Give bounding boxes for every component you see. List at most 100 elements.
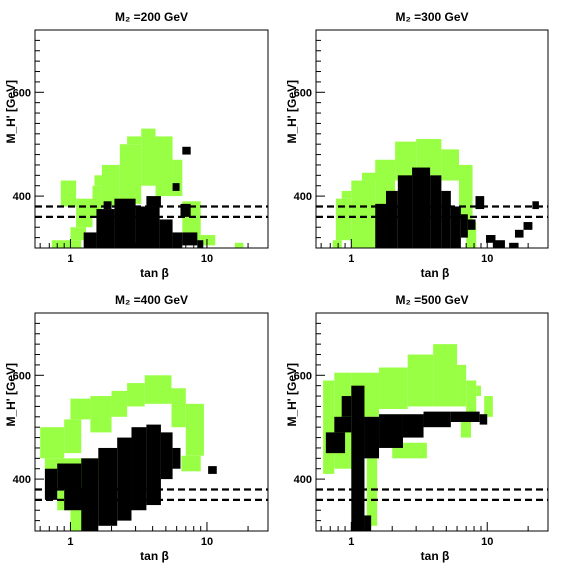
excluded-region-cell [450,206,461,248]
allowed-region-cell [466,380,477,417]
excluded-region-cell [351,385,365,531]
x-tick-label: 1 [348,253,354,265]
allowed-region-cell [335,198,352,241]
allowed-region-cell [51,240,82,248]
x-axis-label: tan β [140,549,169,563]
y-tick-label: 600 [13,87,31,99]
y-tick-label: 600 [294,87,312,99]
panel-title: M₂ =200 GeV [115,10,188,24]
excluded-region-cell [117,437,132,521]
x-tick-label: 10 [201,253,213,265]
x-tick-label: 10 [481,536,493,548]
allowed-region-cell [141,128,156,186]
plot-area [323,344,493,531]
x-tick-label: 10 [481,253,493,265]
allowed-region-cell [70,227,86,241]
excluded-region-cell [180,203,191,217]
excluded-region-cell [423,411,451,428]
allowed-region-cell [92,185,102,217]
excluded-region-cell [182,232,198,246]
allowed-region-cell [476,385,481,397]
excluded-region-cell [479,414,488,425]
excluded-region-cell [523,222,533,230]
y-tick-label: 400 [294,191,312,203]
allowed-region-cell [484,396,493,417]
excluded-region-cell [96,209,115,248]
excluded-region-cell [83,232,97,248]
excluded-region-cell [430,175,442,248]
excluded-region-cell [375,203,386,248]
allowed-region-cell [60,180,77,207]
allowed-region-cell [433,344,458,407]
x-axis-label: tan β [421,549,450,563]
excluded-region-cell [385,190,398,248]
plot-area [51,128,244,248]
excluded-region-cell [160,432,173,480]
allowed-region-cell [181,455,201,472]
allowed-region-cell [234,242,244,248]
excluded-region-cell [98,447,118,526]
allowed-region-cell [351,180,376,248]
allowed-region-cell [366,458,378,526]
excluded-region-cell [486,235,496,243]
y-tick-label: 600 [294,370,312,382]
excluded-region-cell [492,240,505,248]
excluded-region-cell [397,175,413,248]
plot-frame [34,29,269,249]
plot-area [332,139,539,248]
excluded-region-cell [402,414,424,438]
allowed-region-cell [70,398,91,420]
panel-2: 400 600 1 10 M₂ =300 GeV tan β M_H' [GeV] [285,10,549,280]
excluded-region-cell [146,196,161,207]
panel-title: M₂ =500 GeV [395,293,468,307]
excluded-region-cell [103,201,112,210]
x-axis-label: tan β [140,266,169,280]
y-axis-label: M_H' [GeV] [285,80,299,144]
allowed-region-cell [362,172,380,181]
panel-4: 400 600 1 10 M₂ =500 GeV tan β M_H' [GeV] [285,293,549,563]
allowed-region-cell [460,416,472,438]
allowed-region-cell [395,141,417,181]
excluded-region-cell [172,183,180,191]
excluded-region-cell [450,411,480,422]
allowed-region-cell [76,198,93,228]
excluded-region-cell [57,463,82,490]
panel-1: 400 600 1 10 M₂ =200 GeV tan β M_H' [GeV] [4,10,269,280]
excluded-region-cell [81,458,99,531]
allowed-region-cell [127,383,145,407]
excluded-region-cell [208,466,217,474]
allowed-region-cell [441,149,459,181]
plot-frame [315,312,549,532]
allowed-region-cell [144,375,172,404]
allowed-region-cell [185,403,204,456]
y-axis-label: M_H' [GeV] [4,80,18,144]
excluded-region-cell [159,219,173,248]
allowed-region-cell [111,390,128,417]
x-tick-label: 1 [67,536,73,548]
x-tick-label: 10 [201,536,213,548]
allowed-region-cell [90,396,112,433]
allowed-region-cell [101,164,120,207]
allowed-region-cell [466,222,477,248]
excluded-region-cell [412,167,431,248]
excluded-region-cell [379,414,403,448]
allowed-region-cell [200,235,216,246]
allowed-region-cell [323,380,335,474]
excluded-region-cell [441,190,451,248]
excluded-region-cell [334,416,352,433]
excluded-region-cell [44,468,58,500]
x-tick-label: 1 [348,536,354,548]
excluded-region-cell [341,396,352,417]
excluded-region-cell [475,196,485,210]
excluded-region-cell [460,214,468,238]
panel-3: 400 600 1 10 M₂ =400 GeV tan β M_H' [GeV] [4,293,269,563]
excluded-region-cell [131,427,147,511]
y-tick-label: 400 [294,474,312,486]
allowed-region-cell [341,190,352,199]
x-axis-label: tan β [421,266,450,280]
excluded-region-cell [364,416,380,459]
allowed-region-cell [64,419,82,454]
y-axis-label: M_H' [GeV] [4,363,18,427]
allowed-region-cell [119,144,142,204]
